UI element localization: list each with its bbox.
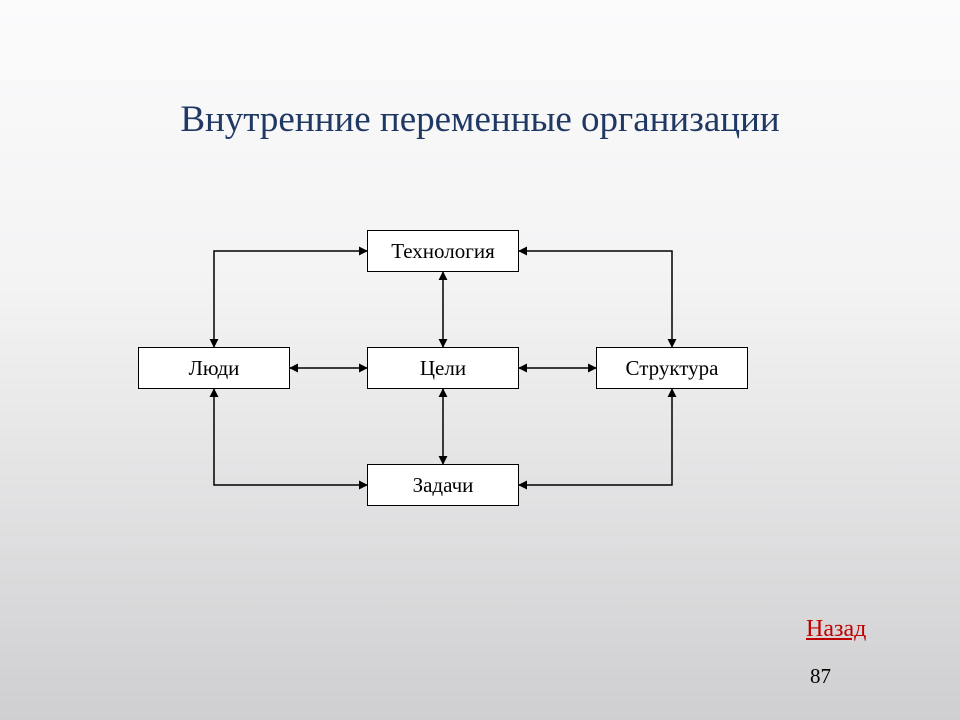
node-tech: Технология <box>367 230 519 272</box>
node-tech-label: Технология <box>391 239 495 264</box>
node-goals: Цели <box>367 347 519 389</box>
node-struct-label: Структура <box>625 356 718 381</box>
diagram: Технология Люди Цели Структура Задачи <box>138 230 748 506</box>
node-goals-label: Цели <box>420 356 466 381</box>
node-tasks: Задачи <box>367 464 519 506</box>
node-struct: Структура <box>596 347 748 389</box>
node-tasks-label: Задачи <box>413 473 474 498</box>
node-people: Люди <box>138 347 290 389</box>
page-number: 87 <box>810 664 831 689</box>
back-link[interactable]: Назад <box>806 616 866 643</box>
slide-title: Внутренние переменные организации <box>0 98 960 141</box>
node-people-label: Люди <box>189 356 240 381</box>
slide: Внутренние переменные организации Технол… <box>0 0 960 720</box>
